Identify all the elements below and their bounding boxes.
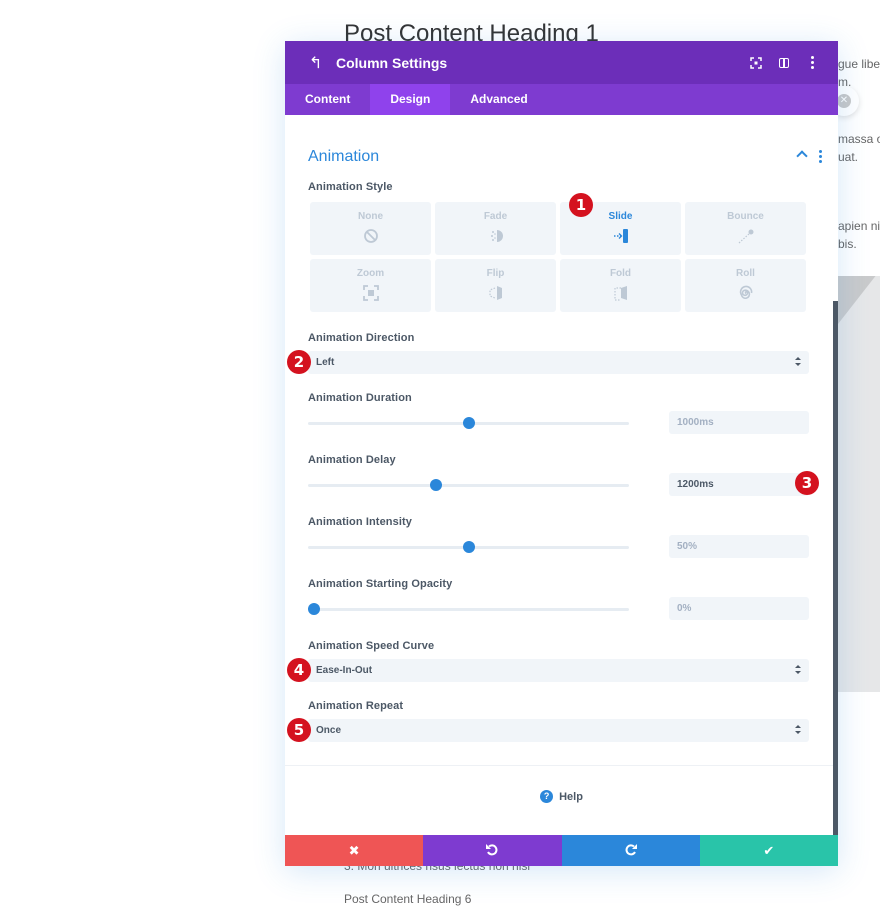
tab-bar: Content Design Advanced	[285, 84, 838, 115]
style-name: None	[358, 211, 383, 222]
style-name: Roll	[736, 268, 755, 279]
animation-delay-slider[interactable]	[308, 479, 629, 491]
animation-repeat-select[interactable]: Once	[308, 719, 809, 742]
animation-style-grid: None Fade Slide Bounce	[310, 202, 809, 312]
animation-delay-label: Animation Delay	[308, 454, 396, 466]
more-icon[interactable]	[798, 41, 826, 84]
style-name: Slide	[608, 211, 633, 222]
slider-thumb[interactable]	[308, 603, 320, 615]
modal-header: ↰ Column Settings	[285, 41, 838, 84]
bg-snippet: gue libero	[838, 57, 880, 71]
divider	[285, 765, 833, 766]
back-icon[interactable]: ↰	[309, 54, 323, 72]
style-name: Fade	[483, 211, 508, 222]
help-label: Help	[559, 790, 583, 803]
style-bounce[interactable]: Bounce	[685, 202, 806, 255]
animation-duration-slider[interactable]	[308, 417, 629, 429]
callout-5: 5	[287, 718, 311, 742]
select-value: Ease-In-Out	[316, 665, 373, 676]
post-heading-6: Post Content Heading 6	[344, 892, 472, 906]
callout-4: 4	[287, 658, 311, 682]
bounce-icon	[737, 227, 755, 245]
tab-content[interactable]: Content	[305, 92, 351, 106]
animation-opacity-input[interactable]: 0%	[669, 597, 809, 620]
bg-snippet: massa orc	[838, 132, 880, 146]
animation-intensity-label: Animation Intensity	[308, 516, 412, 528]
slider-thumb[interactable]	[462, 541, 475, 553]
fold-icon	[612, 284, 630, 302]
modal-body: Animation Animation Style None Fade Slid…	[285, 115, 838, 835]
bg-snippet: uat.	[838, 150, 859, 164]
modal-footer: ✖ ✔	[285, 835, 838, 866]
help-link[interactable]: ? Help	[285, 790, 838, 803]
animation-direction-select[interactable]: Left	[308, 351, 809, 374]
none-icon	[362, 227, 380, 245]
zoom-icon	[362, 284, 380, 302]
chevron-up-icon[interactable]	[797, 148, 807, 158]
undo-button[interactable]	[423, 835, 562, 866]
split-view-icon[interactable]	[770, 41, 798, 84]
select-arrows-icon	[795, 725, 801, 735]
animation-opacity-slider[interactable]	[308, 603, 629, 615]
animation-duration-label: Animation Duration	[308, 392, 412, 404]
animation-intensity-input[interactable]: 50%	[669, 535, 809, 558]
style-zoom[interactable]: Zoom	[310, 259, 431, 312]
redo-button[interactable]	[561, 835, 700, 866]
slide-icon	[612, 227, 630, 245]
modal-title: Column Settings	[336, 54, 448, 71]
section-more-icon[interactable]	[819, 150, 822, 163]
tab-design[interactable]: Design	[370, 84, 451, 115]
redo-icon	[624, 842, 638, 859]
bg-snippet: m.	[838, 75, 852, 89]
select-value: Left	[316, 357, 335, 368]
animation-intensity-slider[interactable]	[308, 541, 629, 553]
save-button[interactable]: ✔	[699, 835, 838, 866]
slider-thumb[interactable]	[430, 479, 443, 491]
column-settings-modal: ↰ Column Settings Content Design Advance…	[285, 41, 838, 866]
select-arrows-icon	[795, 357, 801, 367]
bg-image-placeholder	[838, 276, 880, 692]
cancel-icon: ✖	[348, 842, 360, 858]
style-name: Fold	[609, 268, 632, 279]
style-none[interactable]: None	[310, 202, 431, 255]
callout-2: 2	[287, 350, 311, 374]
style-name: Bounce	[727, 211, 764, 222]
scrollbar[interactable]	[833, 301, 838, 835]
animation-delay-input[interactable]: 1200ms	[669, 473, 809, 496]
select-arrows-icon	[795, 665, 801, 675]
flip-icon	[487, 284, 505, 302]
save-icon: ✔	[763, 842, 775, 858]
fade-icon	[487, 227, 505, 245]
bg-snippet: bis.	[838, 237, 857, 251]
callout-3: 3	[795, 471, 819, 495]
style-fade[interactable]: Fade	[435, 202, 556, 255]
tab-advanced[interactable]: Advanced	[470, 92, 528, 106]
style-roll[interactable]: Roll	[685, 259, 806, 312]
style-name: Zoom	[356, 268, 385, 279]
bg-snippet: apien nisl	[838, 219, 880, 233]
style-name: Flip	[486, 268, 505, 279]
select-value: Once	[316, 725, 342, 736]
undo-icon	[485, 842, 499, 859]
animation-duration-input[interactable]: 1000ms	[669, 411, 809, 434]
animation-repeat-label: Animation Repeat	[308, 700, 404, 712]
section-title-animation[interactable]: Animation	[308, 148, 380, 165]
animation-style-label: Animation Style	[308, 181, 393, 193]
animation-speed-curve-select[interactable]: Ease-In-Out	[308, 659, 809, 682]
style-flip[interactable]: Flip	[435, 259, 556, 312]
roll-icon	[737, 284, 755, 302]
callout-1: 1	[569, 193, 593, 217]
cancel-button[interactable]: ✖	[285, 835, 424, 866]
slider-thumb[interactable]	[462, 417, 475, 429]
animation-speed-curve-label: Animation Speed Curve	[308, 640, 435, 652]
help-icon: ?	[540, 790, 554, 803]
animation-direction-label: Animation Direction	[308, 332, 415, 344]
expand-icon[interactable]	[742, 41, 770, 84]
close-icon: ✕	[837, 94, 851, 108]
style-fold[interactable]: Fold	[560, 259, 681, 312]
animation-opacity-label: Animation Starting Opacity	[308, 578, 453, 590]
